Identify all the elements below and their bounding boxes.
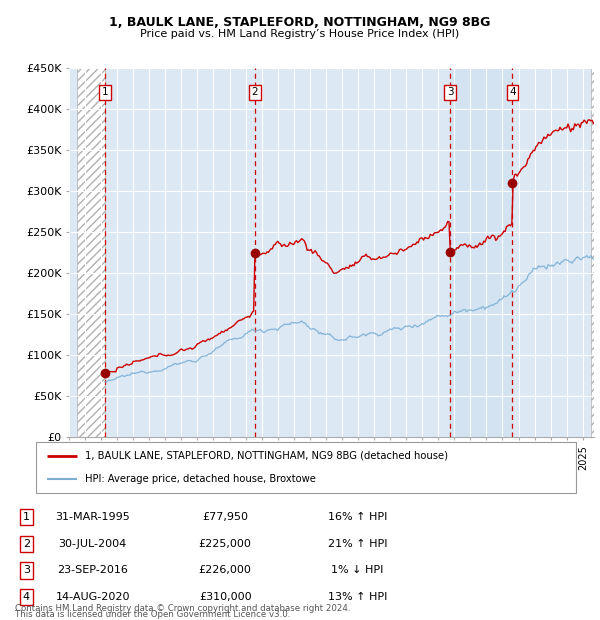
Text: 2: 2 [251, 87, 258, 97]
Text: Price paid vs. HM Land Registry’s House Price Index (HPI): Price paid vs. HM Land Registry’s House … [140, 29, 460, 39]
Text: 21% ↑ HPI: 21% ↑ HPI [328, 539, 388, 549]
Text: 31-MAR-1995: 31-MAR-1995 [55, 512, 130, 522]
Text: 3: 3 [446, 87, 453, 97]
Text: 4: 4 [23, 592, 30, 602]
Text: £77,950: £77,950 [202, 512, 248, 522]
Text: 1: 1 [102, 87, 109, 97]
Text: HPI: Average price, detached house, Broxtowe: HPI: Average price, detached house, Brox… [85, 474, 316, 484]
Text: Contains HM Land Registry data © Crown copyright and database right 2024.: Contains HM Land Registry data © Crown c… [15, 603, 350, 613]
Text: 1, BAULK LANE, STAPLEFORD, NOTTINGHAM, NG9 8BG (detached house): 1, BAULK LANE, STAPLEFORD, NOTTINGHAM, N… [85, 451, 448, 461]
Bar [450, 68, 512, 437]
FancyBboxPatch shape [36, 442, 576, 493]
Bar [591, 68, 600, 437]
Text: 30-JUL-2004: 30-JUL-2004 [59, 539, 127, 549]
Text: 1% ↓ HPI: 1% ↓ HPI [331, 565, 384, 575]
Text: This data is licensed under the Open Government Licence v3.0.: This data is licensed under the Open Gov… [15, 609, 290, 619]
Text: 1, BAULK LANE, STAPLEFORD, NOTTINGHAM, NG9 8BG: 1, BAULK LANE, STAPLEFORD, NOTTINGHAM, N… [109, 17, 491, 29]
Text: 14-AUG-2020: 14-AUG-2020 [55, 592, 130, 602]
Text: 16% ↑ HPI: 16% ↑ HPI [328, 512, 387, 522]
Text: 1: 1 [23, 512, 30, 522]
Bar [77, 68, 105, 437]
Text: £226,000: £226,000 [199, 565, 251, 575]
Text: £310,000: £310,000 [199, 592, 251, 602]
Text: 3: 3 [23, 565, 30, 575]
Text: 23-SEP-2016: 23-SEP-2016 [57, 565, 128, 575]
Text: 4: 4 [509, 87, 516, 97]
Text: 13% ↑ HPI: 13% ↑ HPI [328, 592, 387, 602]
Text: £225,000: £225,000 [199, 539, 251, 549]
Text: 2: 2 [23, 539, 30, 549]
